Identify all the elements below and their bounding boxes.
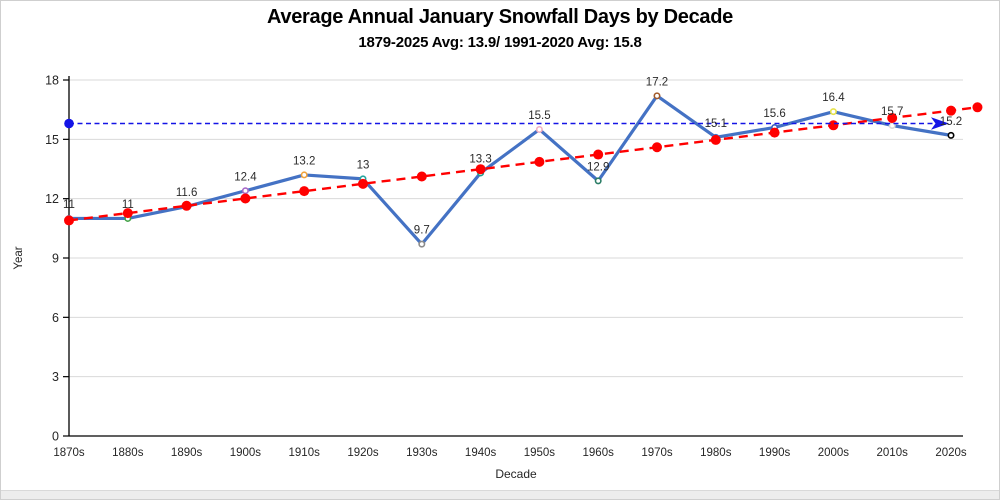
x-tick-label: 1990s <box>759 447 791 459</box>
x-tick-label: 2010s <box>877 447 909 459</box>
trend-dot <box>181 200 192 211</box>
y-tick-label: 3 <box>52 370 59 384</box>
trend-dot <box>887 112 898 123</box>
data-labels: 11 11 11.6 12.4 13.2 13 9.7 13.3 15.5 12.9 17.2 15.… <box>63 76 962 236</box>
window-edge-strip <box>1 490 999 499</box>
y-tick-label: 9 <box>52 252 59 266</box>
data-label: 12.9 <box>587 161 609 173</box>
data-label: 11 <box>122 199 134 211</box>
trend-dot <box>475 164 486 175</box>
chart-subtitle: 1879-2025 Avg: 13.9/ 1991-2020 Avg: 15.8 <box>358 34 642 51</box>
x-tick-label: 1900s <box>230 447 262 459</box>
trend-dot <box>416 171 427 182</box>
x-tick-label: 1940s <box>465 447 497 459</box>
x-tick-label: 1970s <box>641 447 673 459</box>
trend-dot <box>769 127 780 138</box>
x-tick-label: 1880s <box>112 447 144 459</box>
trend-dot <box>64 215 74 226</box>
data-label: 15.5 <box>528 110 550 122</box>
x-tick-label: 1920s <box>347 447 379 459</box>
x-tick-label: 1980s <box>700 447 732 459</box>
trend-line <box>68 106 978 222</box>
trend-dots <box>64 102 983 226</box>
y-tick-label: 12 <box>45 192 59 206</box>
data-label: 15.7 <box>881 106 903 118</box>
y-axis-title: Year <box>13 246 25 270</box>
trend-dot <box>358 178 368 189</box>
trend-dot <box>828 120 839 131</box>
x-tick-label: 1870s <box>53 447 85 459</box>
point-marker <box>241 187 249 195</box>
avg-line-arrow-icon <box>931 117 949 130</box>
data-label: 13.2 <box>293 155 315 167</box>
x-axis-title: Decade <box>495 467 537 481</box>
data-label: 9.7 <box>414 225 430 237</box>
point-marker <box>300 171 308 179</box>
y-tick-label: 18 <box>45 74 59 88</box>
x-tick-label: 2000s <box>818 447 850 459</box>
y-tick-label: 0 <box>52 430 59 444</box>
trend-dot <box>593 149 604 160</box>
trend-end-dot <box>972 102 983 113</box>
avg-line-start-dot <box>64 118 74 129</box>
data-label: 12.4 <box>234 171 257 183</box>
point-marker <box>947 131 955 139</box>
data-label: 17.2 <box>646 76 668 88</box>
data-label: 13.3 <box>469 153 491 165</box>
data-label: 15.2 <box>940 116 962 128</box>
x-tick-label: 1890s <box>171 447 203 459</box>
trend-dot <box>240 193 251 204</box>
y-tick-label: 15 <box>45 133 59 147</box>
data-label: 15.1 <box>705 118 727 130</box>
y-tick-label: 6 <box>52 311 59 325</box>
trend-dot <box>710 134 721 145</box>
data-label: 13 <box>357 159 370 171</box>
trend-dot <box>652 142 662 153</box>
x-tick-label: 1930s <box>406 447 438 459</box>
data-label: 11 <box>63 199 75 211</box>
data-label: 16.4 <box>822 92 845 104</box>
x-tick-label: 1960s <box>583 447 615 459</box>
point-marker <box>653 92 661 100</box>
point-marker <box>594 177 602 185</box>
point-marker <box>829 108 837 116</box>
snowfall-line <box>67 94 953 246</box>
data-label: 15.6 <box>763 108 785 120</box>
data-label: 11.6 <box>176 187 198 199</box>
trend-dot <box>299 186 310 197</box>
point-marker <box>418 240 426 248</box>
point-marker <box>535 125 543 133</box>
trend-dot <box>534 156 545 167</box>
chart-title: Average Annual January Snowfall Days by … <box>266 6 733 28</box>
trend-dot <box>946 105 956 116</box>
x-tick-label: 2020s <box>935 447 967 459</box>
trend-dot <box>122 208 133 219</box>
x-tick-label: 1910s <box>289 447 321 459</box>
x-tick-label: 1950s <box>524 447 556 459</box>
